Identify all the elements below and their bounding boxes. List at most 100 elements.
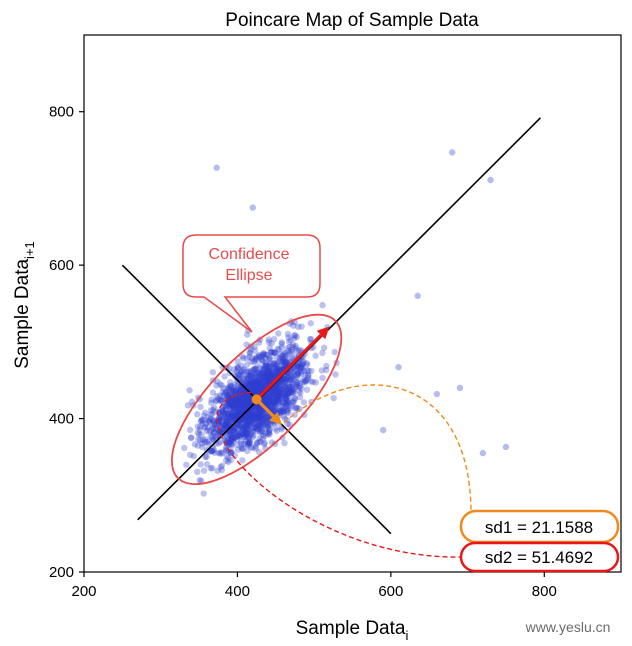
scatter-point xyxy=(256,406,264,413)
scatter-point xyxy=(222,389,229,396)
scatter-point xyxy=(282,379,289,387)
scatter-point xyxy=(236,433,243,440)
scatter-point xyxy=(210,417,217,424)
scatter-point xyxy=(275,365,283,373)
scatter-point xyxy=(250,367,257,374)
scatter-point xyxy=(249,380,256,387)
scatter-point xyxy=(241,417,248,424)
scatter-point xyxy=(221,421,228,429)
scatter-point xyxy=(285,334,292,341)
scatter-point xyxy=(207,407,215,414)
scatter-point xyxy=(217,397,225,405)
scatter-point xyxy=(279,352,286,359)
scatter-point xyxy=(247,413,255,420)
scatter-point xyxy=(256,435,263,442)
scatter-point xyxy=(249,383,256,390)
scatter-point xyxy=(277,388,285,396)
scatter-point xyxy=(250,432,257,439)
scatter-point xyxy=(226,431,234,438)
scatter-point xyxy=(247,411,255,418)
scatter-point xyxy=(264,363,272,371)
scatter-point xyxy=(181,444,188,452)
scatter-point xyxy=(248,371,256,379)
scatter-point xyxy=(275,386,282,393)
scatter-point xyxy=(259,349,267,357)
scatter-point xyxy=(258,423,266,431)
scatter-point xyxy=(246,415,253,423)
scatter-point xyxy=(224,392,232,399)
scatter-point xyxy=(229,434,236,442)
scatter-point xyxy=(318,367,326,374)
scatter-point xyxy=(239,396,246,403)
scatter-point xyxy=(262,373,270,380)
scatter-point xyxy=(297,363,305,371)
scatter-point xyxy=(228,416,235,423)
scatter-point xyxy=(225,393,232,400)
scatter-point xyxy=(224,393,231,400)
scatter-point xyxy=(265,355,272,363)
scatter-point xyxy=(225,395,233,402)
scatter-point xyxy=(307,320,314,327)
scatter-point xyxy=(249,372,256,380)
scatter-point xyxy=(238,444,245,452)
scatter-point xyxy=(255,422,262,429)
scatter-point xyxy=(242,404,250,411)
callout-line-2: Ellipse xyxy=(225,267,272,284)
scatter-point xyxy=(258,418,266,425)
scatter-point xyxy=(243,421,250,429)
scatter-point xyxy=(252,375,259,382)
chart-title: Poincare Map of Sample Data xyxy=(225,10,479,31)
scatter-point xyxy=(229,423,236,431)
scatter-point xyxy=(219,388,226,396)
scatter-point xyxy=(234,395,241,403)
scatter-point xyxy=(249,375,257,382)
scatter-point xyxy=(265,376,273,383)
scatter-point xyxy=(259,357,266,364)
scatter-point xyxy=(280,349,288,357)
scatter-point xyxy=(209,389,217,396)
scatter-point xyxy=(269,364,277,371)
scatter-point xyxy=(292,404,300,412)
scatter-point xyxy=(246,396,253,403)
scatter-point xyxy=(184,402,192,409)
scatter-point xyxy=(236,397,243,404)
scatter-point xyxy=(256,383,264,390)
scatter-point xyxy=(238,393,246,400)
scatter-point xyxy=(228,418,235,425)
scatter-point xyxy=(298,323,305,330)
scatter-point xyxy=(232,400,239,407)
scatter-point xyxy=(244,426,251,434)
scatter-point xyxy=(285,389,293,397)
scatter-point xyxy=(272,362,280,370)
outlier-point xyxy=(414,292,421,300)
scatter-point xyxy=(237,403,245,411)
scatter-point xyxy=(221,403,229,410)
scatter-point xyxy=(239,395,246,403)
scatter-point xyxy=(253,378,260,386)
scatter-point xyxy=(187,434,195,441)
scatter-point xyxy=(224,428,232,435)
scatter-point xyxy=(234,430,242,437)
scatter-point xyxy=(257,379,265,386)
scatter-point xyxy=(243,396,251,403)
scatter-point xyxy=(220,415,227,422)
scatter-point xyxy=(260,421,267,428)
scatter-point xyxy=(287,347,295,354)
scatter-point xyxy=(212,398,220,405)
scatter-point xyxy=(248,413,256,420)
scatter-point xyxy=(210,436,217,443)
scatter-point xyxy=(234,404,241,412)
scatter-point xyxy=(249,410,256,417)
scatter-point xyxy=(295,364,302,371)
scatter-point xyxy=(291,411,298,419)
scatter-point xyxy=(242,437,250,445)
scatter-point xyxy=(244,398,251,405)
scatter-point xyxy=(289,368,296,375)
scatter-point xyxy=(263,399,270,407)
scatter-point xyxy=(223,422,230,429)
scatter-point xyxy=(260,420,268,428)
scatter-point xyxy=(245,414,252,421)
scatter-point xyxy=(240,401,248,408)
scatter-point xyxy=(249,415,256,423)
scatter-point xyxy=(283,360,290,367)
